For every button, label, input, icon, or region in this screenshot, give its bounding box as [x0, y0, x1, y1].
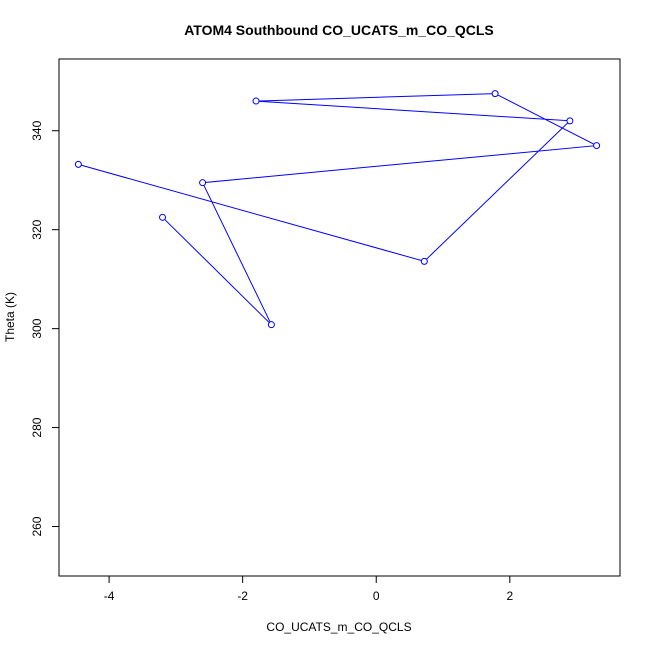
x-tick-label: 0	[373, 589, 380, 603]
data-point	[566, 117, 574, 125]
data-point	[252, 97, 260, 105]
data-point	[420, 257, 428, 265]
y-tick-label: 300	[30, 318, 44, 338]
data-point	[199, 179, 207, 187]
data-point	[159, 213, 167, 221]
data-point	[593, 142, 601, 150]
x-tick-label: 2	[506, 589, 513, 603]
x-axis: -4 -2 0 2	[104, 576, 513, 603]
plot-frame	[58, 58, 621, 577]
y-axis: 260 280 300 320 340	[30, 120, 59, 537]
data-series	[74, 90, 601, 329]
chart-title: ATOM4 Southbound CO_UCATS_m_CO_QCLS	[184, 22, 494, 38]
y-axis-label: Theta (K)	[3, 292, 17, 342]
series-line	[78, 93, 599, 326]
y-tick-label: 260	[30, 516, 44, 536]
x-axis-label: CO_UCATS_m_CO_QCLS	[266, 620, 411, 634]
data-point	[267, 321, 275, 329]
data-point	[74, 160, 82, 168]
y-tick-label: 320	[30, 219, 44, 239]
x-tick-label: -4	[104, 589, 115, 603]
y-tick-label: 340	[30, 120, 44, 140]
y-tick-label: 280	[30, 417, 44, 437]
data-point	[491, 90, 499, 98]
x-tick-label: -2	[237, 589, 248, 603]
